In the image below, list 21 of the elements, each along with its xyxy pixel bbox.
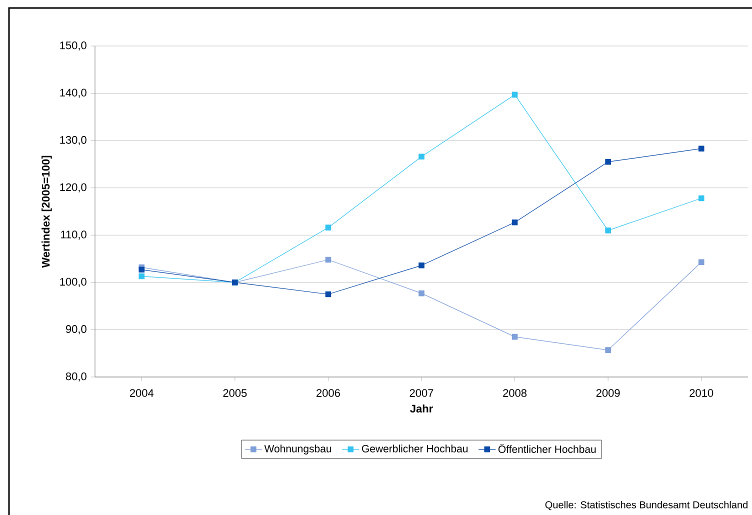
x-tick-label: 2009 [596,389,620,397]
y-tick-label: 140,0 [60,88,86,98]
legend-label: Wohnungsbau [264,444,332,454]
x-tick-label: 2004 [130,389,154,397]
x-tick-label: 2006 [316,389,340,397]
x-tick-label: 2008 [503,389,527,397]
legend-label: Öffentlicher Hochbau [498,444,596,453]
x-tick-label: 2010 [690,389,714,397]
x-tick-label: 2005 [223,389,247,397]
legend-label: Gewerblicher Hochbau [362,444,468,452]
source-note: Quelle: Statistisches Bundesamt Deutschland [545,501,748,510]
y-tick-label: 80,0 [66,372,86,382]
y-tick-label: 150,0 [60,41,86,51]
y-tick-label: 120,0 [60,183,86,192]
y-tick-label: 130,0 [60,136,86,146]
y-axis-title: Wertindex [2005=100] [42,156,52,268]
y-tick-label: 100,0 [60,278,86,287]
x-axis-title: Jahr [410,404,433,413]
y-tick-label: 90,0 [66,325,86,334]
x-tick-label: 2007 [410,389,434,397]
y-tick-label: 110,0 [60,230,86,240]
